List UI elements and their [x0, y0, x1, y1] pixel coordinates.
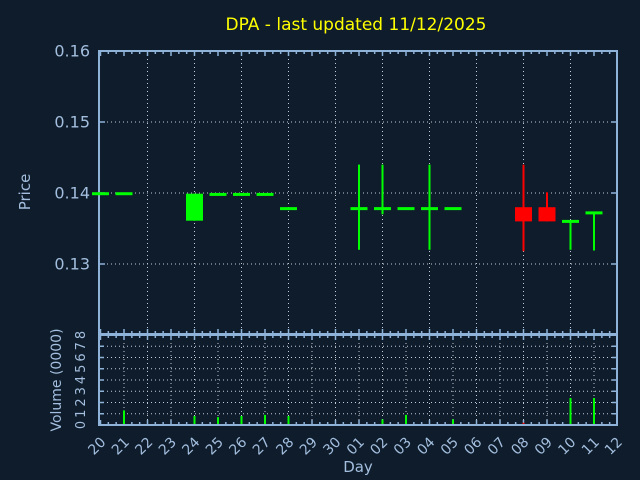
volume-ytick-label: 0 — [74, 421, 89, 429]
candle-body-24 — [186, 193, 203, 221]
candle-body-08 — [515, 207, 532, 222]
candle-body-27 — [256, 192, 274, 196]
candle-body-04 — [421, 207, 438, 211]
volume-ytick-label: 8 — [74, 331, 89, 339]
volume-ytick-label: 7 — [74, 342, 89, 350]
volume-ytick-label: 1 — [74, 410, 89, 418]
candle-body-20 — [92, 192, 109, 196]
candle-body-05 — [444, 207, 462, 211]
candle-body-26 — [233, 192, 250, 196]
candle-body-25 — [209, 192, 227, 196]
day-axis-label: Day — [343, 458, 373, 476]
volume-ytick-label: 6 — [74, 353, 89, 361]
price-ytick-label: 0.14 — [54, 184, 90, 203]
candle-body-21 — [115, 192, 133, 196]
volume-ytick-label: 2 — [74, 398, 89, 406]
volume-axis-label: Volume (0000) — [49, 328, 65, 431]
chart-title: DPA - last updated 11/12/2025 — [226, 15, 487, 35]
price-ytick-label: 0.16 — [54, 42, 90, 61]
candle-body-02 — [374, 207, 391, 211]
candle-body-28 — [280, 207, 297, 211]
volume-ytick-label: 5 — [74, 365, 89, 373]
price-ytick-label: 0.15 — [54, 113, 90, 132]
volume-ytick-label: 3 — [74, 387, 89, 395]
price-ytick-label: 0.13 — [54, 255, 90, 274]
candle-body-11 — [585, 211, 603, 215]
price-axis-label: Price — [16, 174, 34, 211]
candle-body-10 — [562, 219, 579, 223]
volume-ytick-label: 4 — [74, 376, 89, 384]
candle-body-01 — [350, 207, 368, 211]
candle-body-09 — [538, 207, 556, 222]
candle-body-03 — [397, 207, 415, 211]
